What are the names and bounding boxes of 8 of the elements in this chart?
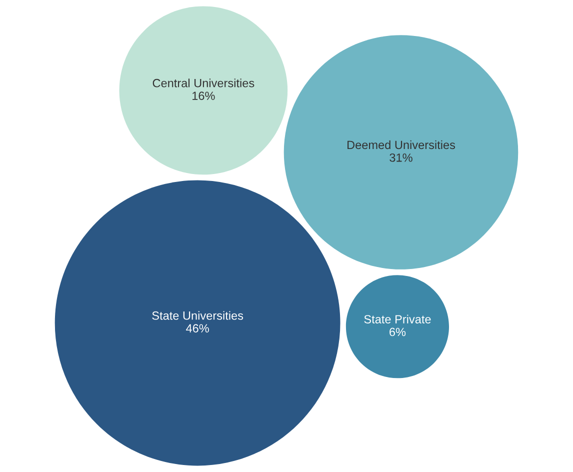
data-label: 16% xyxy=(192,92,215,100)
category-label: State Private xyxy=(364,314,431,324)
category-label: Central Universities xyxy=(152,78,254,88)
category-label: State Universities xyxy=(152,311,244,320)
data-label: 31% xyxy=(390,153,412,162)
data-label: 46% xyxy=(186,324,209,333)
data-label: 6% xyxy=(390,328,406,336)
category-label: Deemed Universities xyxy=(348,140,456,150)
